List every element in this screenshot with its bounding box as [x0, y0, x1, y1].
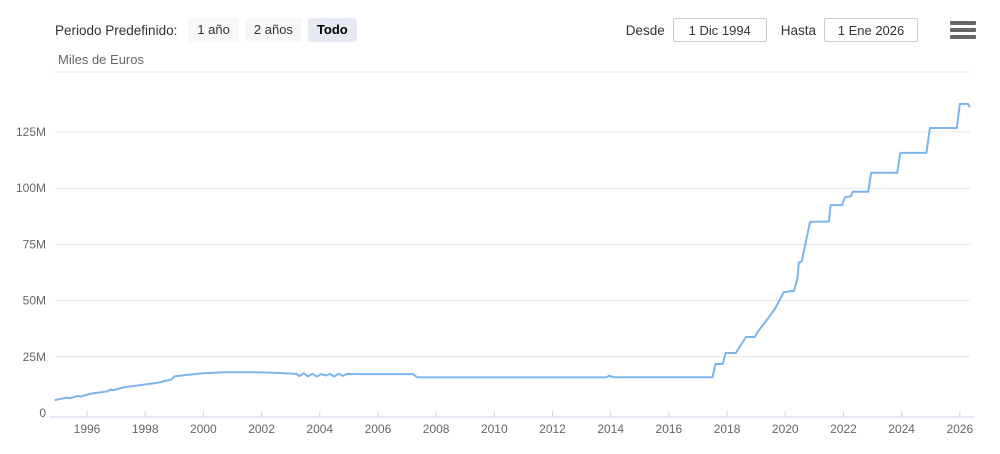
y-axis-title: Miles de Euros [58, 52, 144, 67]
x-axis-label: 2008 [423, 422, 450, 436]
x-axis-label: 2002 [248, 422, 275, 436]
x-axis-label: 2026 [946, 422, 973, 436]
from-date-input[interactable] [672, 18, 767, 42]
x-axis-label: 2014 [597, 422, 624, 436]
x-axis-label: 2020 [772, 422, 799, 436]
x-axis-label: 2022 [830, 422, 857, 436]
hamburger-icon [950, 28, 976, 32]
y-axis-label: 125M [16, 125, 46, 139]
series-line [54, 102, 971, 401]
y-axis-label: 100M [16, 181, 46, 195]
x-axis-label: 2016 [656, 422, 683, 436]
range-button-all[interactable]: Todo [307, 17, 357, 43]
from-label: Desde [625, 22, 665, 38]
hamburger-icon [950, 35, 976, 39]
x-axis-label: 2018 [714, 422, 741, 436]
x-axis-label: 1998 [132, 422, 159, 436]
range-selector: Periodo Predefinido: 1 año 2 años Todo [55, 17, 357, 43]
x-axis-label: 2012 [539, 422, 566, 436]
range-button-2y[interactable]: 2 años [244, 17, 302, 43]
y-axis-label: 75M [23, 237, 46, 251]
x-axis-label: 2024 [888, 422, 915, 436]
y-axis-label: 0 [39, 406, 46, 420]
x-axis-label: 2000 [190, 422, 217, 436]
chart-context-menu-button[interactable] [948, 19, 978, 41]
hamburger-icon [950, 21, 976, 25]
x-axis-label: 2006 [365, 422, 392, 436]
date-range-controls: Desde Hasta [626, 17, 978, 43]
y-axis-label: 25M [23, 350, 46, 364]
x-axis-label: 2010 [481, 422, 508, 436]
x-axis-label: 1996 [74, 422, 101, 436]
to-label: Hasta [780, 22, 816, 38]
to-date-input[interactable] [824, 18, 918, 42]
y-axis-label: 50M [23, 294, 46, 308]
x-axis-label: 2004 [306, 422, 333, 436]
range-button-1y[interactable]: 1 año [188, 17, 239, 43]
period-label: Periodo Predefinido: [55, 22, 178, 38]
